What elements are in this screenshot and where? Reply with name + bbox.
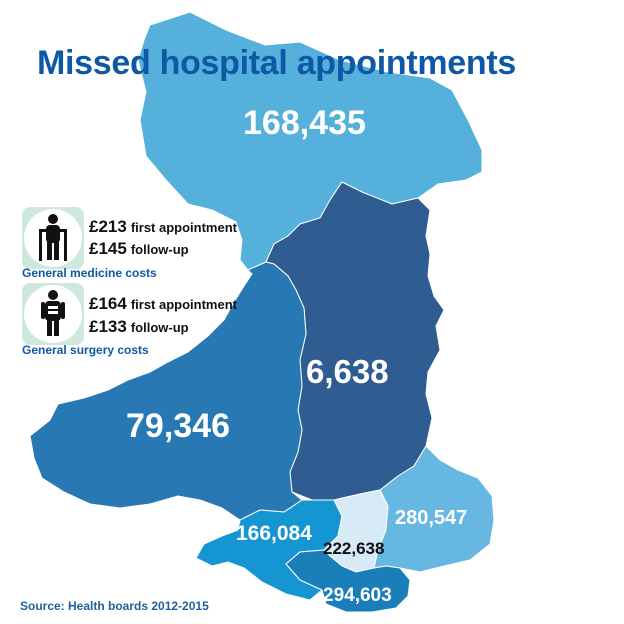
region-label-south-west: 166,084 xyxy=(236,522,312,545)
general-surgery-first-label: first appointment xyxy=(130,297,237,312)
general-medicine-icon-frame xyxy=(22,207,84,269)
general-medicine-first-amount: £213 xyxy=(89,217,127,236)
region-label-vale: 294,603 xyxy=(323,585,392,606)
person-with-bandage-icon xyxy=(41,290,65,336)
general-surgery-follow-up: £133 follow-up xyxy=(89,318,189,336)
region-west xyxy=(29,261,307,521)
region-label-west: 79,346 xyxy=(126,407,230,445)
general-surgery-first-appointment: £164 first appointment xyxy=(89,295,237,313)
general-medicine-followup-amount: £145 xyxy=(89,239,127,258)
general-medicine-follow-up: £145 follow-up xyxy=(89,240,189,258)
region-label-south-east: 280,547 xyxy=(395,507,468,529)
region-label-mid: 6,638 xyxy=(306,353,389,390)
general-surgery-caption: General surgery costs xyxy=(22,343,149,357)
source-note: Source: Health boards 2012-2015 xyxy=(20,599,209,613)
region-label-north: 168,435 xyxy=(243,104,366,142)
region-label-cardiff: 222,638 xyxy=(323,539,385,558)
region-south-east xyxy=(373,445,495,573)
general-surgery-followup-label: follow-up xyxy=(130,320,189,335)
region-vale xyxy=(285,549,411,613)
map-title: Missed hospital appointments xyxy=(37,44,516,82)
general-surgery-first-amount: £164 xyxy=(89,294,127,313)
person-with-crutches-icon xyxy=(39,214,67,261)
general-medicine-caption: General medicine costs xyxy=(22,266,157,280)
general-surgery-icon-frame xyxy=(22,283,84,345)
general-surgery-followup-amount: £133 xyxy=(89,317,127,336)
general-medicine-followup-label: follow-up xyxy=(130,242,189,257)
general-medicine-first-appointment: £213 first appointment xyxy=(89,218,237,236)
general-medicine-first-label: first appointment xyxy=(130,220,237,235)
